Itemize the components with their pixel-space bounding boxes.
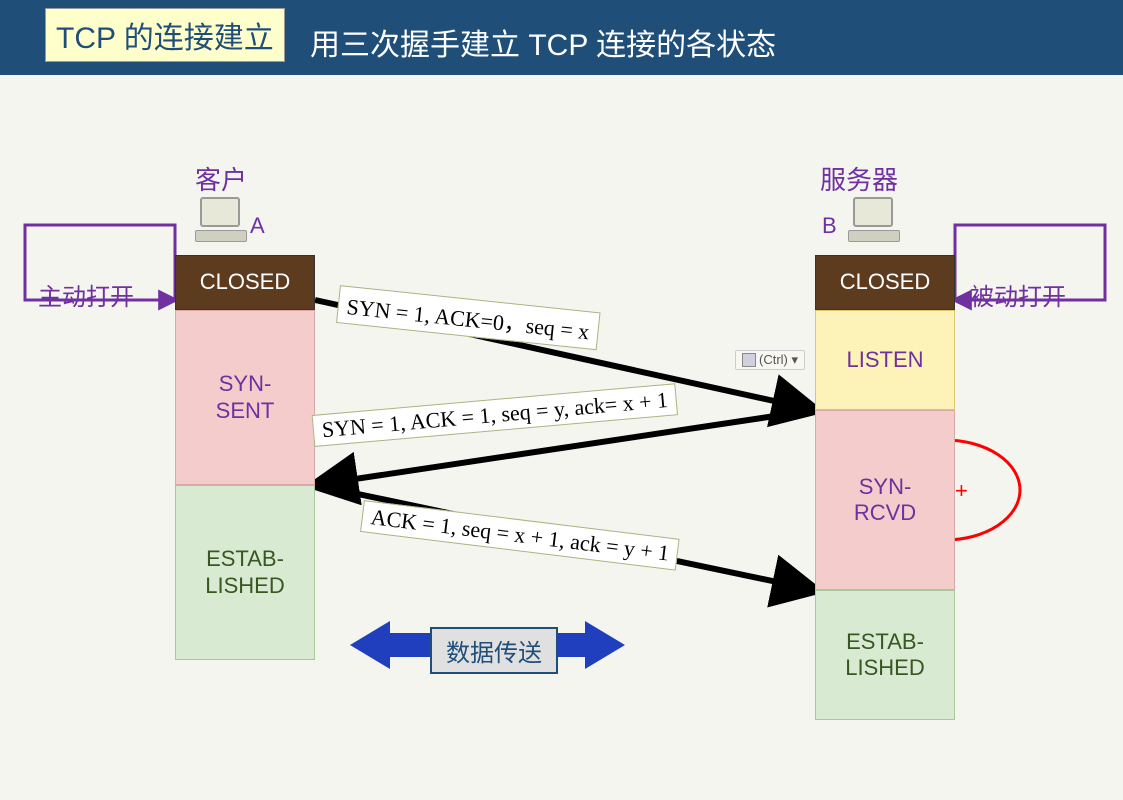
- diagram-canvas: 客户 服务器 A B + 主动打开 被动打开 数据传送 (Ctrl) ▾ CLO…: [0, 75, 1123, 800]
- ctrl-text: (Ctrl) ▾: [759, 352, 798, 368]
- state-estab_b: ESTAB-LISHED: [815, 590, 955, 720]
- state-synsent: SYN-SENT: [175, 310, 315, 485]
- header-bar: TCP 的连接建立 用三次握手建立 TCP 连接的各状态: [0, 0, 1123, 75]
- svg-text:+: +: [955, 478, 968, 503]
- clipboard-icon: [742, 353, 756, 367]
- passive-open-label: 被动打开: [970, 277, 1066, 312]
- state-estab_a: ESTAB-LISHED: [175, 485, 315, 660]
- msg-label-m1: SYN = 1, ACK=0，seq = x: [336, 285, 600, 350]
- subtitle: 用三次握手建立 TCP 连接的各状态: [310, 20, 776, 64]
- state-synrcvd: SYN-RCVD: [815, 410, 955, 590]
- title-box: TCP 的连接建立: [45, 8, 285, 62]
- state-listen: LISTEN: [815, 310, 955, 410]
- client-computer-icon: [195, 197, 245, 242]
- host-b-label: B: [822, 213, 837, 239]
- state-closed_a: CLOSED: [175, 255, 315, 310]
- state-closed_b: CLOSED: [815, 255, 955, 310]
- host-a-label: A: [250, 213, 265, 239]
- msg-label-m2: SYN = 1, ACK = 1, seq = y, ack= x + 1: [312, 383, 679, 447]
- client-label: 客户: [195, 160, 247, 197]
- msg-label-m3: ACK = 1, seq = x + 1, ack = y + 1: [360, 500, 680, 571]
- server-computer-icon: [848, 197, 898, 242]
- data-transfer-label: 数据传送: [430, 627, 558, 674]
- ctrl-paste-tooltip[interactable]: (Ctrl) ▾: [735, 350, 805, 370]
- active-open-label: 主动打开: [38, 277, 134, 312]
- server-label: 服务器: [820, 160, 898, 197]
